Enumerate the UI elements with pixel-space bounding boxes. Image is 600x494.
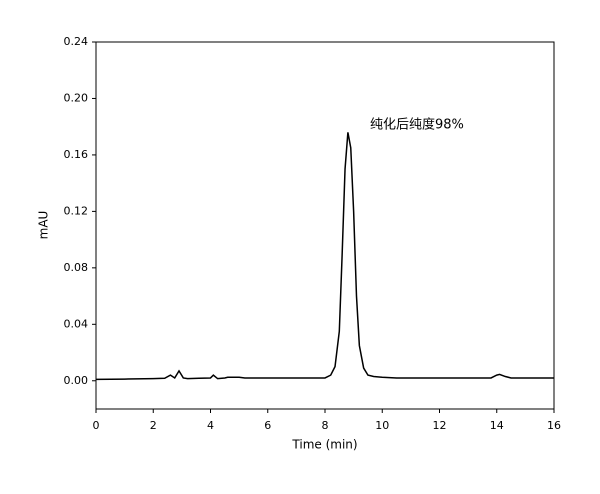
plot-frame xyxy=(95,41,555,410)
y-tick-label: 0.24 xyxy=(64,35,89,48)
x-tick-label: 6 xyxy=(264,419,271,432)
x-tick-label: 16 xyxy=(547,419,561,432)
x-tick-label: 2 xyxy=(150,419,157,432)
y-tick-label: 0.00 xyxy=(64,374,89,387)
y-tick-label: 0.16 xyxy=(64,148,89,161)
y-tick-label: 0.04 xyxy=(64,317,89,330)
x-tick-label: 14 xyxy=(490,419,504,432)
x-axis-label: Time (min) xyxy=(291,438,357,452)
x-tick-label: 12 xyxy=(433,419,447,432)
y-tick-label: 0.20 xyxy=(64,91,89,104)
annotation: 纯化后纯度98% xyxy=(370,117,464,133)
y-tick-label: 0.12 xyxy=(64,204,89,217)
x-tick-label: 0 xyxy=(93,419,100,432)
y-tick-label: 0.08 xyxy=(64,261,89,274)
chromatogram-line xyxy=(95,132,554,381)
x-tick-label: 10 xyxy=(375,419,389,432)
x-tick-label: 8 xyxy=(322,419,329,432)
y-axis-label: mAU xyxy=(37,211,51,240)
x-tick-label: 4 xyxy=(207,419,214,432)
